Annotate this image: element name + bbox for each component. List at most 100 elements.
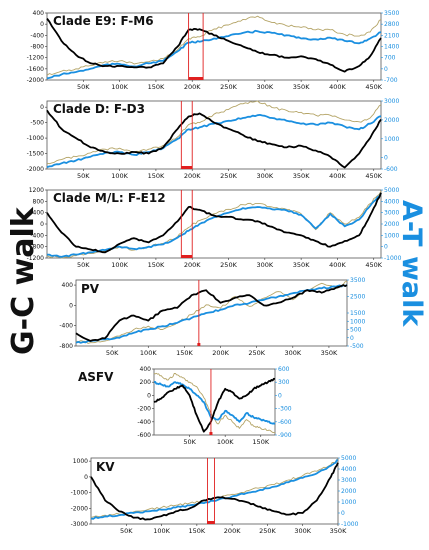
panels-group: 50K 100K 150K 200K 250K 300K 350K 400K 450K4000-…	[27, 10, 402, 535]
y-right-tick-label: 2000	[384, 221, 399, 228]
y-right-tick-label: 0	[278, 392, 282, 399]
at-line-series	[90, 459, 339, 520]
y-left-tick-label: -800	[59, 343, 73, 350]
x-tick-label: 300K	[256, 172, 273, 180]
plot-frame	[46, 12, 382, 81]
gc-line-series	[90, 462, 339, 521]
panel-title: Clade D: F-D3	[53, 102, 145, 116]
x-tick-label: 100K	[111, 172, 128, 180]
x-tick-label: 200K	[224, 527, 241, 535]
y-right-tick-label: 4000	[341, 466, 356, 473]
y-left-tick-label: 0	[69, 302, 73, 309]
y-left-tick-label: 800	[33, 198, 45, 205]
panel-title: Clade M/L: F-E12	[53, 191, 166, 205]
x-tick-label: 150K	[189, 527, 206, 535]
panel-3: 50K 100K 150K 200K 250K 300K 350K 400K 450K 1200 8…	[27, 187, 402, 269]
marker-region	[181, 166, 193, 169]
y-right-tick-label: 2000	[384, 117, 399, 124]
y-right-tick-label: 1000	[384, 232, 399, 239]
y-left-tick-label: -1000	[27, 135, 45, 142]
panel-1: 50K 100K 150K 200K 250K 300K 350K 400K 450K 400 0 -…	[27, 10, 400, 91]
y-left-tick-label: 200	[140, 379, 152, 386]
secondary-line-series	[46, 15, 382, 76]
y-left-tick-label: -1600	[27, 66, 45, 73]
y-right-tick-label: 0	[384, 244, 388, 251]
y-right-tick-label: 2100	[384, 32, 399, 39]
y-left-tick-label: 400	[62, 282, 74, 289]
y-right-tick-label: 5000	[341, 455, 356, 462]
y-left-tick-label: -400	[59, 323, 73, 330]
y-left-tick-label: -1200	[27, 55, 45, 62]
marker-region	[197, 343, 201, 346]
x-tick-label: 100K	[217, 438, 234, 446]
gc-line-series	[46, 109, 382, 169]
y-right-tick-label: 1400	[384, 44, 399, 51]
x-tick-label: 250K	[248, 349, 265, 357]
gc-walk-side-label: G-C walk	[6, 206, 41, 355]
x-tick-label: 450K	[365, 261, 382, 269]
y-left-tick-label: 400	[33, 210, 45, 217]
x-tick-label: 300K	[256, 83, 273, 91]
y-left-tick-label: -500	[30, 120, 44, 127]
y-left-tick-label: 0	[147, 392, 151, 399]
y-right-tick-label: -900	[278, 432, 292, 439]
y-right-tick-label: -600	[384, 166, 398, 173]
y-right-tick-label: 1000	[384, 136, 399, 143]
y-right-tick-label: 3000	[384, 98, 399, 105]
y-right-tick-label: 3500	[384, 10, 399, 17]
x-tick-label: 350K	[321, 349, 338, 357]
x-tick-label: 50K	[77, 83, 90, 91]
y-left-tick-label: -2000	[71, 505, 89, 512]
panel-title: ASFV	[78, 370, 114, 384]
y-right-tick-label: 0	[350, 335, 354, 342]
y-left-tick-label: 0	[40, 104, 44, 111]
y-left-tick-label: -2000	[27, 166, 45, 173]
y-left-tick-label: -3000	[71, 521, 89, 528]
panel-title: PV	[81, 282, 100, 296]
x-tick-label: 250K	[259, 527, 276, 535]
y-right-tick-label: 0	[384, 66, 388, 73]
at-line-series	[46, 29, 382, 80]
x-tick-label: 250K	[220, 172, 237, 180]
y-left-tick-label: 1200	[29, 187, 44, 194]
y-right-tick-label: -500	[350, 343, 364, 350]
y-right-tick-label: 700	[384, 55, 396, 62]
y-right-tick-label: 2800	[384, 21, 399, 28]
x-tick-label: 250K	[220, 261, 237, 269]
gc-line-series	[153, 377, 276, 433]
panel-6: 50K 100K 150K 200K 250K 300K 350K 1000 0 -1000 -20…	[71, 455, 359, 535]
gc-line-series	[46, 18, 382, 73]
x-tick-label: 150K	[148, 172, 165, 180]
y-left-tick-label: -800	[30, 44, 44, 51]
y-right-tick-label: 3500	[350, 277, 365, 284]
x-tick-label: 350K	[293, 172, 310, 180]
y-right-tick-label: 500	[350, 327, 362, 334]
y-right-tick-label: 300	[278, 379, 290, 386]
y-right-tick-label: 3000	[341, 477, 356, 484]
panel-title: Clade E9: F-M6	[53, 14, 154, 28]
x-tick-label: 50K	[77, 172, 90, 180]
y-left-tick-label: -800	[30, 244, 44, 251]
x-tick-label: 300K	[294, 527, 311, 535]
x-tick-label: 50K	[77, 261, 90, 269]
x-tick-label: 450K	[365, 172, 382, 180]
y-right-tick-label: 5000	[384, 187, 399, 194]
x-tick-label: 350K	[293, 261, 310, 269]
x-tick-label: 50K	[106, 349, 119, 357]
y-left-tick-label: -2000	[27, 77, 45, 84]
y-right-tick-label: 3000	[384, 210, 399, 217]
panel-4: 50K 100K 150K 200K 250K 300K 350K 400 0 -400 -800 3…	[59, 277, 365, 357]
y-right-tick-label: -1000	[341, 521, 359, 528]
x-tick-label: 150K	[252, 438, 269, 446]
y-right-tick-label: -600	[278, 419, 292, 426]
panel-5: 50K 100K 150K 400 200 0 -200 -400 -600 600 300 0 -30…	[78, 366, 292, 446]
y-left-tick-label: -400	[30, 32, 44, 39]
y-right-tick-label: 2500	[350, 294, 365, 301]
x-tick-label: 300K	[256, 261, 273, 269]
y-left-tick-label: 0	[40, 21, 44, 28]
y-left-tick-label: 0	[84, 474, 88, 481]
x-tick-label: 200K	[184, 83, 201, 91]
y-left-tick-label: -1000	[71, 490, 89, 497]
panel-2: 50K 100K 150K 200K 250K 300K 350K 400K 450K 0 -500…	[27, 98, 400, 180]
